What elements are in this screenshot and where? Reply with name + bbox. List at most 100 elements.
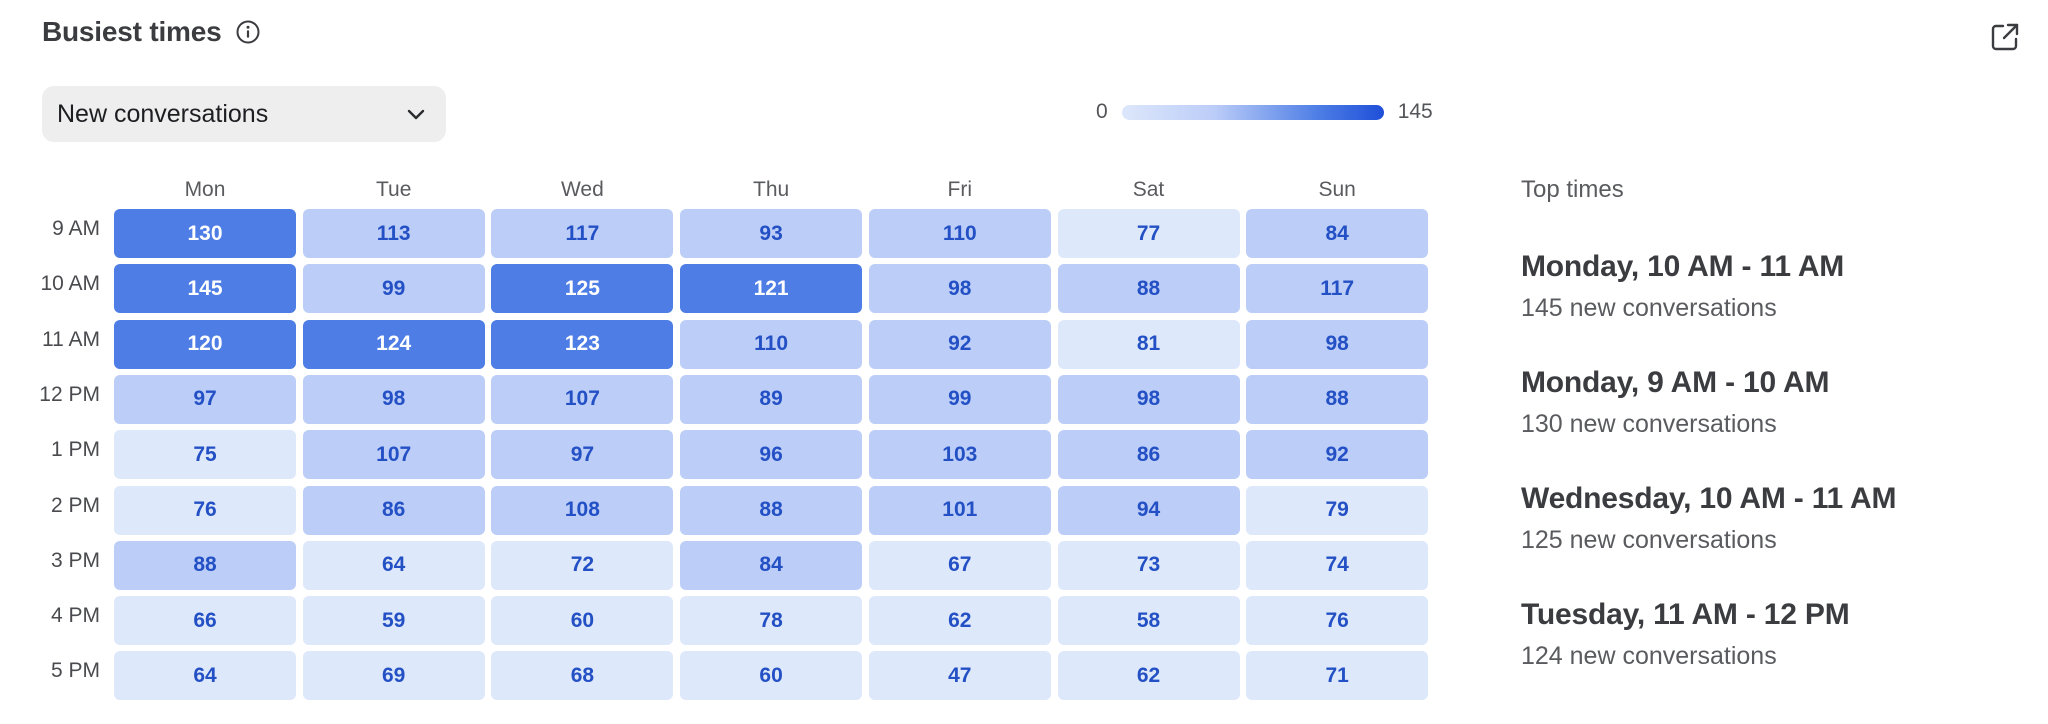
heatmap-cell[interactable]: 60 xyxy=(680,651,863,701)
hour-label: 10 AM xyxy=(40,272,100,296)
hour-label: 12 PM xyxy=(39,382,100,406)
day-header-tue: Tue xyxy=(375,178,412,201)
heatmap-cell[interactable]: 98 xyxy=(868,264,1051,314)
hour-label: 3 PM xyxy=(50,548,100,572)
heatmap-cell[interactable]: 121 xyxy=(680,264,863,314)
heatmap-cell[interactable]: 98 xyxy=(302,374,485,424)
heatmap-cell[interactable]: 99 xyxy=(302,264,485,314)
heatmap-cell[interactable]: 73 xyxy=(1057,540,1240,590)
heatmap-cell[interactable]: 71 xyxy=(1246,651,1429,701)
heatmap-cell[interactable]: 76 xyxy=(114,485,296,535)
heatmap-cell[interactable]: 58 xyxy=(1057,596,1240,646)
heatmap-cell[interactable]: 92 xyxy=(868,319,1051,369)
day-header-sat: Sat xyxy=(1132,178,1165,201)
heatmap-cell[interactable]: 107 xyxy=(302,430,485,480)
heatmap-cell[interactable]: 86 xyxy=(302,485,485,535)
heatmap-cell[interactable]: 78 xyxy=(680,596,863,646)
top-time-period: Tuesday, 11 AM - 12 PM xyxy=(1521,598,1850,631)
heatmap-cell[interactable]: 92 xyxy=(1246,430,1429,480)
heatmap-cell[interactable]: 59 xyxy=(302,596,485,646)
heatmap-cell[interactable]: 88 xyxy=(680,485,863,535)
heatmap-cell[interactable]: 84 xyxy=(1246,209,1429,258)
heatmap-cell[interactable]: 99 xyxy=(868,374,1051,424)
page-title: Busiest times xyxy=(42,16,222,47)
top-time-item: Monday, 9 AM - 10 AM 130 new conversation… xyxy=(1521,366,1829,439)
heatmap-cell[interactable]: 88 xyxy=(1057,264,1240,314)
top-times-title: Top times xyxy=(1521,176,1624,203)
heatmap-cell[interactable]: 120 xyxy=(114,319,296,369)
legend-min-label: 0 xyxy=(1096,100,1108,123)
heatmap-cell[interactable]: 98 xyxy=(1057,374,1240,424)
legend-max-label: 145 xyxy=(1397,100,1433,123)
heatmap-cell[interactable]: 81 xyxy=(1057,319,1240,369)
hour-label: 2 PM xyxy=(50,493,100,517)
heatmap-cell[interactable]: 60 xyxy=(491,596,674,646)
heatmap-cell[interactable]: 98 xyxy=(1246,319,1429,369)
heatmap-cell[interactable]: 110 xyxy=(680,319,863,369)
hour-label: 11 AM xyxy=(42,327,100,351)
heatmap-cell[interactable]: 67 xyxy=(868,540,1051,590)
chevron-down-icon xyxy=(404,102,428,126)
top-time-count: 130 new conversations xyxy=(1521,410,1777,438)
day-header-fri: Fri xyxy=(947,178,973,201)
day-header-mon: Mon xyxy=(184,178,226,201)
heatmap-cell[interactable]: 47 xyxy=(868,651,1051,701)
heatmap-cell[interactable]: 84 xyxy=(680,540,863,590)
top-time-period: Monday, 9 AM - 10 AM xyxy=(1521,366,1830,399)
metric-dropdown[interactable]: New conversations xyxy=(42,86,446,142)
heatmap-cell[interactable]: 69 xyxy=(302,651,485,701)
heatmap-cell[interactable]: 145 xyxy=(114,264,296,314)
heatmap-cell[interactable]: 108 xyxy=(491,485,674,535)
top-time-item: Monday, 10 AM - 11 AM 145 new conversatio… xyxy=(1521,250,1844,323)
info-icon[interactable] xyxy=(235,19,261,45)
hour-label: 1 PM xyxy=(50,438,100,462)
external-link-icon[interactable] xyxy=(1988,20,2022,54)
heatmap-cell[interactable]: 94 xyxy=(1057,485,1240,535)
heatmap-cell[interactable]: 88 xyxy=(114,540,296,590)
legend-gradient-bar xyxy=(1121,104,1384,120)
heatmap-cell[interactable]: 101 xyxy=(868,485,1051,535)
top-time-count: 125 new conversations xyxy=(1521,526,1777,554)
hour-label: 5 PM xyxy=(50,659,100,683)
heatmap-cell[interactable]: 77 xyxy=(1057,209,1240,258)
heatmap-cell[interactable]: 117 xyxy=(1246,264,1429,314)
heatmap-cell[interactable]: 76 xyxy=(1246,596,1429,646)
heatmap-cell[interactable]: 117 xyxy=(491,209,674,258)
top-time-item: Wednesday, 10 AM - 11 AM 125 new conversa… xyxy=(1521,482,1897,555)
heatmap-cell[interactable]: 66 xyxy=(114,596,296,646)
heatmap-cell[interactable]: 107 xyxy=(491,374,674,424)
day-header-wed: Wed xyxy=(560,178,604,201)
heatmap-cell[interactable]: 110 xyxy=(868,209,1051,258)
top-time-item: Tuesday, 11 AM - 12 PM 124 new conversati… xyxy=(1521,598,1850,671)
heatmap-cell[interactable]: 88 xyxy=(1246,374,1429,424)
heatmap-cell[interactable]: 113 xyxy=(302,209,485,258)
heatmap-cell[interactable]: 89 xyxy=(680,374,863,424)
heatmap-cell[interactable]: 123 xyxy=(491,319,674,369)
heatmap-cell[interactable]: 125 xyxy=(491,264,674,314)
color-scale-legend: 0 145 xyxy=(1096,100,1433,124)
heatmap-cell[interactable]: 72 xyxy=(491,540,674,590)
heatmap-cell[interactable]: 103 xyxy=(868,430,1051,480)
heatmap-cell[interactable]: 124 xyxy=(302,319,485,369)
heatmap-cell[interactable]: 93 xyxy=(680,209,863,258)
widget-title: Busiest times xyxy=(42,16,261,48)
day-header-sun: Sun xyxy=(1318,178,1356,201)
hour-label: 9 AM xyxy=(52,217,100,240)
heatmap-cell[interactable]: 97 xyxy=(114,374,296,424)
heatmap-cell[interactable]: 86 xyxy=(1057,430,1240,480)
heatmap-cell[interactable]: 130 xyxy=(114,209,296,258)
top-time-count: 145 new conversations xyxy=(1521,294,1777,322)
heatmap-cell[interactable]: 64 xyxy=(302,540,485,590)
heatmap-cell[interactable]: 96 xyxy=(680,430,863,480)
heatmap-cell[interactable]: 64 xyxy=(114,651,296,701)
heatmap-cell[interactable]: 75 xyxy=(114,430,296,480)
top-time-count: 124 new conversations xyxy=(1521,642,1777,670)
heatmap-cell[interactable]: 97 xyxy=(491,430,674,480)
heatmap-cell[interactable]: 74 xyxy=(1246,540,1429,590)
top-time-period: Wednesday, 10 AM - 11 AM xyxy=(1521,482,1897,515)
metric-dropdown-label: New conversations xyxy=(57,99,269,128)
heatmap-cell[interactable]: 79 xyxy=(1246,485,1429,535)
heatmap-cell[interactable]: 68 xyxy=(491,651,674,701)
heatmap-cell[interactable]: 62 xyxy=(1057,651,1240,701)
heatmap-cell[interactable]: 62 xyxy=(868,596,1051,646)
